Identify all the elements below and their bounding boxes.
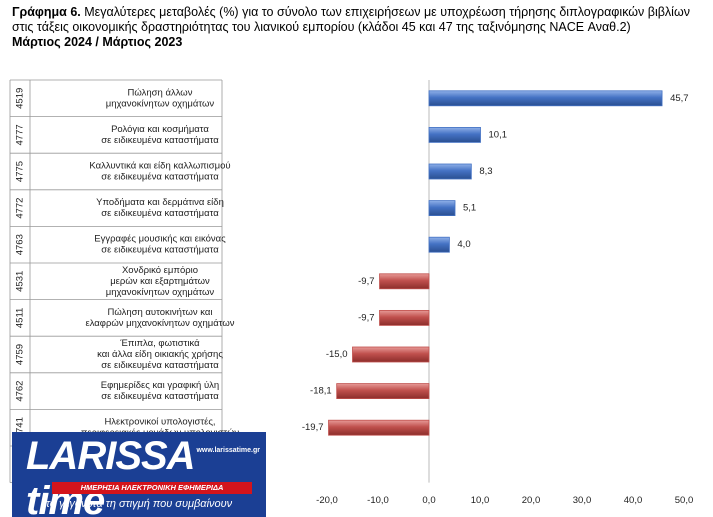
watermark-strip: ΗΜΕΡΗΣΙΑ ΗΛΕΚΤΡΟΝΙΚΗ ΕΦΗΜΕΡΙΔΑ bbox=[52, 482, 252, 494]
bar bbox=[379, 273, 430, 290]
category-label: Καλλυντικά και είδη καλλωπισμού bbox=[89, 161, 230, 172]
category-code: 4763 bbox=[15, 234, 26, 255]
watermark-url: www.larissatime.gr bbox=[196, 447, 260, 454]
value-label: -19,7 bbox=[302, 422, 324, 433]
x-tick-label: 20,0 bbox=[522, 495, 541, 506]
value-label: -15,0 bbox=[326, 349, 348, 360]
x-tick-label: 0,0 bbox=[422, 495, 435, 506]
category-code: 4777 bbox=[15, 124, 26, 145]
bar bbox=[428, 127, 481, 143]
category-label: μηχανοκίνητων οχημάτων bbox=[106, 287, 215, 298]
category-label: Πώληση αυτοκινήτων και bbox=[107, 307, 212, 318]
x-tick-label: 40,0 bbox=[624, 495, 643, 506]
category-label: Υποδήματα και δερμάτινα είδη bbox=[96, 197, 224, 208]
chart-subtitle: Μάρτιος 2024 / Μάρτιος 2023 bbox=[12, 35, 183, 49]
category-label: σε ειδικευμένα καταστήματα bbox=[101, 135, 219, 146]
bar bbox=[428, 163, 472, 180]
category-label: Ρολόγια και κοσμήματα bbox=[111, 124, 209, 135]
title-label: Γράφημα 6. bbox=[12, 5, 81, 19]
category-label: Ηλεκτρονικοί υπολογιστές, bbox=[104, 417, 215, 428]
category-code: 4772 bbox=[15, 198, 26, 219]
watermark: LARISSA time www.larissatime.gr ΗΜΕΡΗΣΙΑ… bbox=[12, 432, 266, 517]
category-label: Πώληση άλλων bbox=[128, 87, 193, 98]
category-label: και άλλα είδη οικιακής χρήσης bbox=[97, 349, 223, 360]
x-tick-label: 50,0 bbox=[675, 495, 694, 506]
category-label: μηχανοκίνητων οχημάτων bbox=[106, 98, 215, 109]
value-label: 10,1 bbox=[489, 129, 508, 140]
category-code: 4762 bbox=[15, 381, 26, 402]
category-label: μερών και εξαρτημάτων bbox=[110, 276, 210, 287]
chart-title: Μεγαλύτερες μεταβολές (%) για το σύνολο … bbox=[12, 5, 690, 34]
x-tick-label: 30,0 bbox=[573, 495, 592, 506]
category-label: σε ειδικευμένα καταστήματα bbox=[101, 360, 219, 371]
x-tick-label: -20,0 bbox=[316, 495, 338, 506]
category-label: σε ειδικευμένα καταστήματα bbox=[101, 391, 219, 402]
bar bbox=[336, 383, 430, 400]
category-label: Εγγραφές μουσικής και εικόνας bbox=[94, 234, 226, 245]
category-label: Χονδρικό εμπόριο bbox=[122, 265, 198, 276]
value-label: 45,7 bbox=[670, 93, 689, 104]
category-code: 4741 bbox=[15, 417, 26, 438]
watermark-slogan: τα γεγονότα τη στιγμή που συμβαίνουν bbox=[45, 498, 233, 510]
value-label: 5,1 bbox=[463, 203, 476, 214]
bar bbox=[352, 346, 430, 363]
category-label: σε ειδικευμένα καταστήματα bbox=[101, 208, 219, 219]
category-code: 4519 bbox=[15, 88, 26, 109]
bar bbox=[428, 200, 456, 217]
x-tick-label: -10,0 bbox=[367, 495, 389, 506]
value-label: 8,3 bbox=[479, 166, 492, 177]
bar bbox=[328, 419, 430, 436]
category-code: 4511 bbox=[15, 308, 26, 328]
category-label: Εφημερίδες και γραφική ύλη bbox=[101, 380, 219, 391]
value-label: -18,1 bbox=[310, 386, 332, 397]
bar bbox=[428, 90, 663, 107]
category-code: 4531 bbox=[15, 271, 26, 292]
bar bbox=[379, 309, 430, 326]
category-code: 4759 bbox=[15, 344, 26, 365]
value-label: 4,0 bbox=[457, 239, 470, 250]
category-label: Έπιπλα, φωτιστικά bbox=[119, 338, 200, 349]
category-label: σε ειδικευμένα καταστήματα bbox=[101, 172, 219, 183]
category-label: σε ειδικευμένα καταστήματα bbox=[101, 245, 219, 256]
category-label: ελαφρών μηχανοκίνητων οχημάτων bbox=[85, 318, 234, 329]
bar bbox=[428, 236, 450, 253]
value-label: -9,7 bbox=[358, 276, 374, 287]
value-label: -9,7 bbox=[358, 312, 374, 323]
x-tick-label: 10,0 bbox=[471, 495, 490, 506]
title-block: Γράφημα 6. Μεγαλύτερες μεταβολές (%) για… bbox=[12, 5, 707, 50]
category-code: 4775 bbox=[15, 161, 26, 182]
